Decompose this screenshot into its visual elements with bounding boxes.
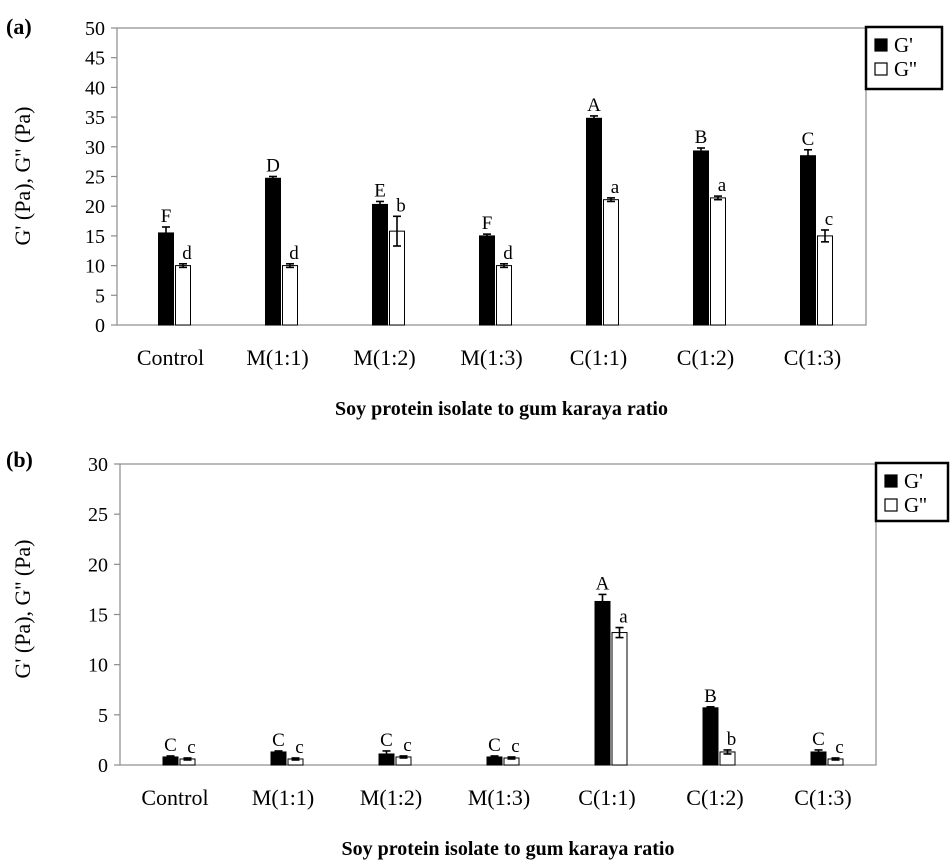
legend-entry-a: G' [894,33,913,57]
y-tick-label-a: 25 [85,167,105,189]
significance-letter-b: c [295,737,303,758]
significance-letter-b: b [727,729,737,750]
y-tick-label-b: 30 [88,454,108,476]
g-prime-bar-a [479,235,495,326]
y-tick-label-b: 15 [88,605,108,627]
category-label-b: C(1:2) [686,785,743,810]
category-label-a: C(1:1) [570,345,627,370]
g-double-prime-bar-b [611,632,628,766]
category-label-b: Control [141,785,208,810]
significance-letter-a: C [802,129,815,150]
legend-swatch-b [884,474,898,488]
category-label-b: C(1:1) [578,785,635,810]
significance-letter-b: c [187,737,195,758]
significance-letter-b: c [511,736,519,757]
g-double-prime-bar-a [603,199,619,326]
y-tick-label-a: 10 [85,256,105,278]
legend-box-a [864,25,944,91]
x-axis-label-b: Soy protein isolate to gum karaya ratio [342,838,675,860]
category-label-a: C(1:3) [784,345,841,370]
significance-letter-a: c [825,209,833,230]
g-prime-bar-a [693,150,709,326]
significance-letter-b: a [619,607,628,628]
g-prime-bar-a [265,177,281,326]
significance-letter-a: a [718,175,727,196]
significance-letter-b: C [812,729,825,750]
significance-letter-a: b [396,195,406,216]
legend-swatch-a [874,38,888,52]
y-tick-label-a: 20 [85,196,105,218]
bar-chart-a: (a) 0 5 10 15 20 25 30 35 40 45 50 G' (Pa), G'' (Pa)… [6,14,944,420]
g-double-prime-bar-a [817,235,833,326]
legend-swatch-a [874,62,888,76]
y-tick-label-a: 5 [95,285,105,307]
significance-letter-a: D [266,156,280,177]
x-axis-label-a: Soy protein isolate to gum karaya ratio [335,398,668,420]
significance-letter-b: A [596,573,610,594]
significance-letter-a: F [482,213,493,234]
y-tick-label-b: 25 [88,504,108,526]
panel-label-a: (a) [6,14,32,39]
y-tick-label-b: 20 [88,554,108,576]
y-tick-label-a: 15 [85,226,105,248]
g-double-prime-bar-a [496,265,512,326]
significance-letter-a: a [611,177,620,198]
g-prime-bar-a [800,155,816,326]
significance-letter-a: F [161,206,172,227]
y-tick-label-a: 0 [95,315,105,337]
y-tick-label-b: 0 [98,755,108,777]
significance-letter-a: d [182,243,192,264]
y-tick-label-a: 50 [85,18,105,40]
significance-letter-b: C [488,735,501,756]
significance-letter-a: B [695,127,708,148]
chart-panel-a: (a) 0 5 10 15 20 25 30 35 40 45 50 G' (Pa), G'' (Pa)… [0,0,952,430]
legend-swatch-b [884,498,898,512]
legend-entry-b: G' [904,469,923,493]
g-prime-bar-b [594,600,611,766]
y-tick-label-a: 40 [85,77,105,99]
g-prime-bar-a [158,232,174,326]
significance-letter-a: d [503,243,513,264]
category-label-b: M(1:3) [468,785,530,810]
y-tick-label-b: 5 [98,705,108,727]
significance-letter-a: E [374,180,386,201]
significance-letter-b: B [704,686,717,707]
significance-letter-b: c [403,735,411,756]
significance-letter-a: A [587,95,601,116]
category-label-a: M(1:2) [353,345,415,370]
y-tick-label-a: 45 [85,48,105,70]
category-label-a: M(1:3) [460,345,522,370]
legend-entry-a: G'' [894,57,917,81]
plot-area-b [119,463,877,766]
category-label-b: M(1:1) [252,785,314,810]
significance-letter-b: C [380,730,393,751]
y-tick-label-a: 35 [85,107,105,129]
g-double-prime-bar-a [175,265,191,326]
significance-letter-a: d [289,243,299,264]
panel-label-b: (b) [6,447,33,472]
category-label-a: M(1:1) [246,345,308,370]
category-label-a: Control [137,345,204,370]
category-label-a: C(1:2) [677,345,734,370]
y-tick-label-a: 30 [85,137,105,159]
y-axis-label-b: G' (Pa), G'' (Pa) [10,540,35,679]
bar-chart-b: (b) 0 5 10 15 20 25 30 G' (Pa), G'' (Pa) Control C… [6,447,950,860]
significance-letter-b: C [164,735,177,756]
significance-letter-b: C [272,730,285,751]
y-tick-label-b: 10 [88,655,108,677]
g-prime-bar-b [702,707,719,766]
g-prime-bar-a [586,117,602,326]
g-prime-bar-b [270,751,287,766]
significance-letter-b: c [835,737,843,758]
y-axis-label-a: G' (Pa), G'' (Pa) [10,107,35,246]
chart-panel-b: (b) 0 5 10 15 20 25 30 G' (Pa), G'' (Pa) Control C… [0,430,952,862]
g-double-prime-bar-a [710,197,726,326]
g-prime-bar-a [372,203,388,326]
category-label-b: C(1:3) [794,785,851,810]
category-label-b: M(1:2) [360,785,422,810]
g-double-prime-bar-a [282,265,298,326]
legend-entry-b: G'' [904,493,927,517]
